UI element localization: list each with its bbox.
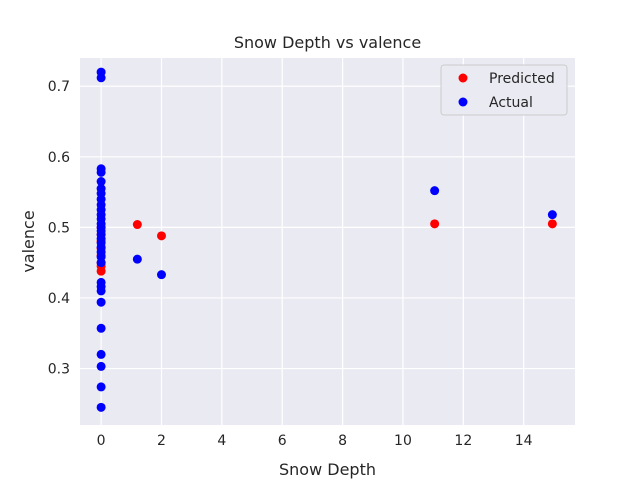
point-predicted: [547, 219, 557, 229]
legend-label-predicted: Predicted: [489, 71, 555, 87]
point-actual: [96, 258, 106, 268]
legend-box: [440, 64, 568, 116]
point-actual: [96, 286, 106, 296]
point-actual: [96, 361, 106, 371]
point-actual: [96, 167, 106, 177]
data-points: [96, 67, 557, 412]
plot-area: [80, 58, 575, 425]
point-actual: [96, 323, 106, 333]
legend-label-actual: Actual: [489, 95, 533, 111]
point-predicted: [430, 219, 440, 229]
x-tick-label: 12: [454, 433, 472, 449]
y-tick-label: 0.3: [48, 362, 70, 378]
x-tick-label: 4: [217, 433, 226, 449]
y-axis-label: valence: [19, 210, 38, 272]
y-tick-label: 0.6: [48, 150, 70, 166]
point-actual: [132, 254, 142, 264]
y-tick-label: 0.4: [48, 291, 70, 307]
x-tick-label: 8: [338, 433, 347, 449]
legend-marker-predicted: [458, 73, 468, 83]
point-actual: [96, 177, 106, 187]
point-actual: [96, 382, 106, 392]
point-actual: [96, 402, 106, 412]
grid: [80, 58, 575, 425]
chart-title: Snow Depth vs valence: [234, 33, 421, 52]
x-tick-label: 10: [394, 433, 412, 449]
x-tick-label: 0: [97, 433, 106, 449]
y-axis-ticks: 0.3 0.4 0.5 0.6 0.7: [48, 79, 70, 377]
x-axis-ticks: 0 2 4 6 8 10 12 14: [97, 433, 533, 449]
x-axis-label: Snow Depth: [279, 460, 376, 479]
point-predicted: [132, 220, 142, 230]
point-actual: [430, 186, 440, 196]
point-actual: [96, 297, 106, 307]
legend: Predicted Actual: [440, 64, 568, 116]
point-actual: [156, 270, 166, 280]
y-tick-label: 0.7: [48, 79, 70, 95]
point-actual: [547, 210, 557, 220]
y-tick-label: 0.5: [48, 220, 70, 236]
point-actual: [96, 73, 106, 83]
x-tick-label: 6: [278, 433, 287, 449]
x-tick-label: 2: [157, 433, 166, 449]
legend-marker-actual: [458, 97, 468, 107]
x-tick-label: 14: [515, 433, 533, 449]
point-predicted: [156, 231, 166, 241]
point-actual: [96, 349, 106, 359]
